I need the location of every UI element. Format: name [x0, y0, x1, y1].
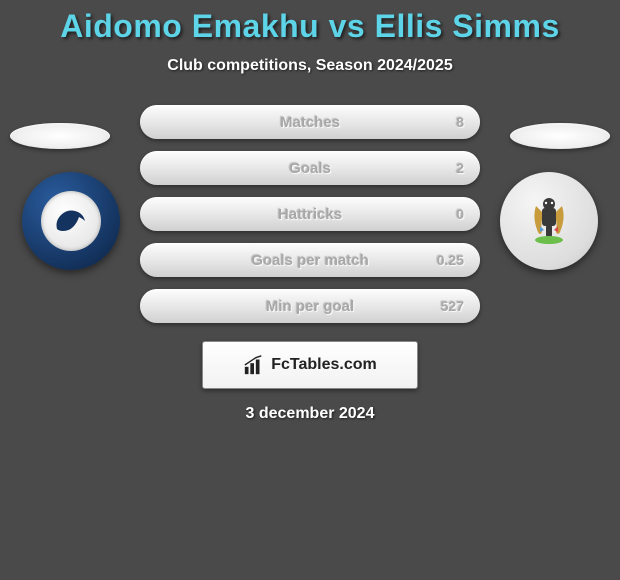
stat-row: Goals 2	[140, 151, 480, 185]
bar-chart-icon	[243, 354, 265, 376]
stat-row: Matches 8	[140, 105, 480, 139]
stats-section: Matches 8 Goals 2 Hattricks 0 Goals per …	[0, 105, 620, 323]
stat-value-right: 8	[456, 114, 464, 130]
stats-column: Matches 8 Goals 2 Hattricks 0 Goals per …	[140, 105, 480, 323]
stat-label: Min per goal	[266, 298, 354, 315]
stat-value-right: 0	[456, 206, 464, 222]
stat-label: Goals per match	[251, 252, 369, 269]
stat-row: Hattricks 0	[140, 197, 480, 231]
fctables-logo: FcTables.com	[202, 341, 418, 389]
stat-label: Goals	[289, 160, 331, 177]
page-title: Aidomo Emakhu vs Ellis Simms	[0, 0, 620, 45]
stat-row: Goals per match 0.25	[140, 243, 480, 277]
stat-label: Matches	[280, 114, 340, 131]
stat-value-right: 2	[456, 160, 464, 176]
stat-value-right: 527	[441, 298, 464, 314]
subtitle: Club competitions, Season 2024/2025	[0, 57, 620, 75]
stat-value-right: 0.25	[437, 252, 464, 268]
date-text: 3 december 2024	[0, 405, 620, 423]
stat-row: Min per goal 527	[140, 289, 480, 323]
stat-label: Hattricks	[278, 206, 342, 223]
logo-text: FcTables.com	[271, 356, 377, 374]
